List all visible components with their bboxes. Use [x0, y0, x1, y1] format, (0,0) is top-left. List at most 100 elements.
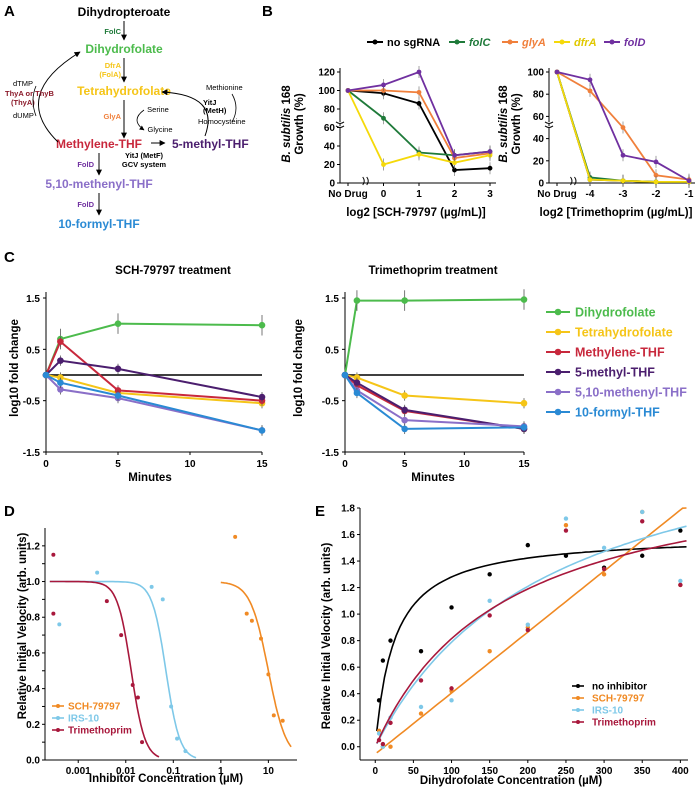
data-point — [416, 101, 422, 106]
y-tick-label: 0.5 — [26, 345, 40, 356]
legend-marker — [56, 704, 60, 708]
y-tick-label: 1.2 — [341, 583, 355, 594]
data-point — [114, 365, 122, 373]
enzyme-meth: (MetH) — [203, 106, 227, 115]
data-point — [135, 695, 140, 700]
data-point — [401, 297, 408, 304]
series-line — [344, 374, 525, 430]
data-point — [149, 584, 154, 589]
data-point — [640, 509, 645, 515]
panel-b-legend: no sgRNA folC glyA dfrA folD — [367, 37, 645, 49]
series-line — [344, 374, 525, 405]
panel-c-right-xlabel: Minutes — [411, 472, 454, 484]
data-point — [452, 160, 457, 166]
legend-label: Dihydrofolate — [575, 306, 656, 320]
data-point — [401, 392, 408, 399]
data-point — [259, 636, 264, 641]
data-point — [554, 69, 560, 75]
data-point — [258, 393, 266, 401]
data-point — [104, 599, 109, 604]
enzyme-glya: GlyA — [103, 112, 121, 121]
y-tick-label: 1.4 — [341, 557, 355, 568]
y-tick-label: 60 — [324, 123, 336, 134]
data-point — [487, 165, 493, 171]
x-tick-label: 350 — [634, 766, 651, 777]
data-point — [678, 528, 683, 533]
panel-b-left-ylabel: B. subtilis 168 — [281, 85, 293, 163]
x-tick-label: 0.001 — [66, 766, 91, 777]
x-tick-label: -1 — [685, 189, 694, 200]
fit-curve — [376, 507, 687, 754]
data-point — [520, 424, 528, 431]
panel-d-ylabel: Relative Initial Velocity (arb. units) — [17, 533, 29, 720]
panel-label-e: E — [315, 503, 325, 520]
data-point — [244, 611, 249, 616]
panel-b-growth-charts: no sgRNA folC glyA dfrA folD B. subtilis… — [281, 37, 695, 219]
data-point — [416, 151, 422, 157]
data-point — [57, 338, 64, 345]
enzyme-fola: (FolA) — [99, 70, 121, 79]
metabolite-methionine: Methionine — [206, 83, 243, 92]
compound-tetrahydrofolate: Tetrahydrofolate — [77, 84, 171, 98]
data-point — [587, 177, 593, 183]
y-tick-label: 1.8 — [341, 504, 355, 515]
series-line — [45, 374, 263, 405]
x-tick-label: 0.1 — [166, 766, 180, 777]
legend-marker — [576, 684, 580, 688]
data-point — [380, 658, 386, 663]
legend-marker — [576, 720, 580, 724]
panel-d-plot: 0.0 0.2 0.4 0.6 0.8 1.0 1.2 0.001 0.01 0.1 1 10 SCH-… — [26, 528, 297, 777]
fit-curve — [376, 540, 687, 744]
axis-break — [544, 121, 554, 128]
x-tick-label: 2 — [452, 189, 458, 200]
panel-label-d: D — [4, 503, 15, 520]
data-point — [380, 741, 386, 747]
data-point — [95, 570, 100, 575]
metabolite-dtmp: dTMP — [13, 79, 33, 88]
data-point — [525, 622, 531, 627]
x-tick-label: 100 — [443, 766, 460, 777]
legend-folc: folC — [469, 37, 491, 49]
series-line — [344, 374, 525, 430]
data-point — [249, 618, 254, 623]
data-point — [280, 718, 285, 723]
data-point — [57, 622, 62, 627]
x-tick-label: No Drug — [537, 189, 576, 200]
y-tick-label: 0 — [538, 179, 544, 190]
compound-dihydropteroate: Dihydropteroate — [78, 5, 171, 19]
data-point — [487, 613, 492, 618]
x-tick-label: 0 — [342, 459, 348, 470]
panel-label-a: A — [4, 3, 15, 20]
data-point — [452, 152, 457, 158]
x-tick-label: 250 — [558, 766, 575, 777]
data-point — [42, 371, 50, 379]
data-point — [620, 125, 626, 130]
data-point — [376, 698, 382, 703]
y-tick-label: 100 — [318, 86, 335, 97]
y-tick-label: 0.8 — [341, 636, 355, 647]
enzyme-dfra: DfrA — [105, 61, 122, 70]
data-point — [587, 77, 593, 83]
y-tick-label: 60 — [533, 112, 545, 123]
y-tick-label: 20 — [533, 156, 545, 167]
y-tick-label: 0.8 — [26, 613, 40, 624]
data-point — [653, 172, 659, 178]
panel-c-legend: Dihydrofolate Tetrahydrofolate Methylene-T… — [546, 306, 687, 420]
legend-marker — [576, 696, 580, 700]
y-tick-label: 1.2 — [26, 541, 40, 552]
x-tick-label: 50 — [408, 766, 420, 777]
y-tick-label: 100 — [527, 68, 544, 79]
y-tick-label: 80 — [324, 105, 336, 116]
data-point — [601, 545, 607, 550]
compound-dihydrofolate: Dihydrofolate — [85, 42, 163, 56]
enzyme-fold-2: FolD — [77, 200, 94, 209]
y-tick-label: 0.4 — [341, 689, 355, 700]
data-point — [114, 320, 122, 327]
data-point — [258, 427, 266, 434]
legend-marker — [56, 728, 60, 732]
y-tick-label: -0.5 — [322, 397, 340, 408]
series-line-folD — [347, 70, 491, 157]
y-tick-label: -1.5 — [322, 448, 340, 459]
x-tick-label: 10 — [184, 459, 196, 470]
data-point — [640, 519, 645, 524]
